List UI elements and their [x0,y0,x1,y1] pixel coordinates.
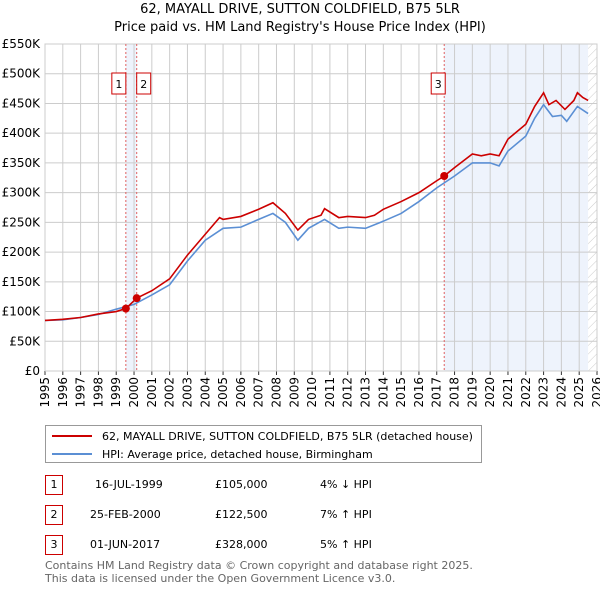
sale-number: 2 [45,505,63,525]
x-tick-label: 2020 [483,377,497,408]
legend: 62, MAYALL DRIVE, SUTTON COLDFIELD, B75 … [45,425,482,463]
x-tick-label: 2007 [252,377,266,408]
x-tick-label: 2016 [412,377,426,408]
x-tick-label: 2014 [376,377,390,408]
legend-blue-label: HPI: Average price, detached house, Birm… [102,447,373,461]
x-tick-label: 2013 [359,377,373,408]
x-tick-label: 1995 [38,377,52,408]
x-tick-label: 2008 [269,377,283,408]
x-tick-label: 2011 [323,377,337,408]
sale-row: 3 01-JUN-2017 £328,000 5% ↑ HPI [45,535,465,555]
sale-date: 16-JUL-1999 [95,478,163,491]
chart-title: 62, MAYALL DRIVE, SUTTON COLDFIELD, B75 … [140,2,460,17]
sale-point [440,171,449,180]
x-tick-label: 2025 [572,377,586,408]
x-tick-label: 2010 [305,377,319,408]
plot: 1995 1996 1997 1998 1999 2000 2001 2002 2003 2004… [2,37,600,408]
sale-label-box [111,72,127,95]
legend-red-label: 62, MAYALL DRIVE, SUTTON COLDFIELD, B75 … [102,429,473,443]
sale-label-box [430,72,446,95]
sale-row: 2 25-FEB-2000 £122,500 7% ↑ HPI [45,505,465,525]
sale-date: 01-JUN-2017 [90,538,161,551]
y-tick-label: £500K [2,67,42,81]
y-tick-label: £400K [2,126,42,140]
x-tick-label: 2009 [287,377,301,408]
x-tick-label: 1999 [109,377,123,408]
sale-hpi: 5% ↑ HPI [320,538,372,551]
y-tick-label: £300K [2,186,42,200]
sale-label: 1 [115,78,122,91]
sale-point [132,294,141,303]
sale-hpi: 7% ↑ HPI [320,508,372,521]
sale-number: 3 [45,535,63,555]
y-tick-label: £50K [9,334,41,348]
y-tick-label: £350K [2,156,42,170]
x-tick-label: 2026 [590,377,600,408]
sale-label: 3 [435,78,442,91]
shaded-period [125,44,137,371]
sale-date: 25-FEB-2000 [90,508,161,521]
footer-line-1: Contains HM Land Registry data © Crown c… [45,559,473,572]
hpi-line [44,103,589,322]
footer-line-2: This data is licensed under the Open Gov… [45,572,396,585]
y-tick-label: £550K [2,37,42,51]
y-tick-label: £200K [2,245,42,259]
forecast-hatch [588,44,597,371]
y-tick-label: £250K [2,215,42,229]
legend-red-line [52,435,92,437]
x-tick-label: 2001 [145,377,159,408]
footer: Contains HM Land Registry data © Crown c… [45,559,473,585]
x-tick-label: 2002 [163,377,177,408]
sale-label: 2 [140,78,147,91]
sale-row: 1 16-JUL-1999 £105,000 4% ↓ HPI [45,475,465,495]
x-tick-label: 2019 [465,377,479,408]
sale-price: £328,000 [215,538,268,551]
x-tick-label: 2023 [537,377,551,408]
x-tick-label: 1996 [56,377,70,408]
sale-point [121,304,130,313]
shaded-period [444,44,589,371]
x-tick-label: 2012 [341,377,355,408]
sale-price: £122,500 [215,508,268,521]
legend-blue-line [52,453,92,455]
sale-price: £105,000 [215,478,268,491]
y-tick-label: £100K [2,305,42,319]
x-tick-label: 2015 [394,377,408,408]
x-tick-label: 2004 [198,377,212,408]
x-tick-label: 2006 [234,377,248,408]
chart-subtitle: Price paid vs. HM Land Registry's House … [114,20,486,35]
x-tick-label: 2005 [216,377,230,408]
x-tick-label: 2024 [554,377,568,408]
sale-number: 1 [45,475,63,495]
x-tick-label: 2017 [430,377,444,408]
sale-hpi: 4% ↓ HPI [320,478,372,491]
x-tick-label: 2000 [127,377,141,408]
x-tick-label: 2022 [519,377,533,408]
sale-label-box [136,72,152,95]
x-tick-label: 1997 [74,377,88,408]
y-tick-label: £150K [2,275,42,289]
x-tick-label: 2018 [448,377,462,408]
x-tick-label: 2021 [501,377,515,408]
y-tick-label: £0 [25,364,40,378]
x-tick-label: 1998 [91,377,105,408]
price-paid-line [44,91,589,322]
y-tick-label: £450K [2,96,42,110]
x-tick-label: 2003 [180,377,194,408]
